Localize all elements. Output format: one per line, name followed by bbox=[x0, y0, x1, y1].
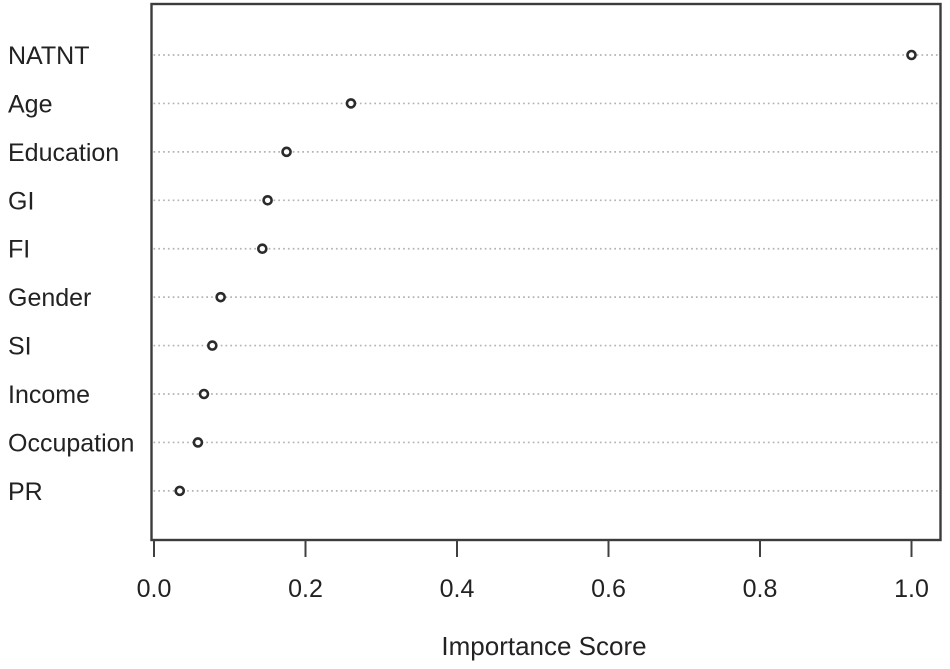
category-label: Education bbox=[8, 139, 119, 167]
data-point bbox=[192, 437, 204, 448]
x-axis-tick-label: 1.0 bbox=[894, 575, 929, 603]
plot-border bbox=[150, 2, 942, 542]
category-label: FI bbox=[8, 236, 30, 264]
grid-layer bbox=[153, 54, 939, 492]
data-point bbox=[174, 485, 186, 497]
category-label: GI bbox=[8, 187, 34, 215]
x-axis-tick-label: 0.8 bbox=[743, 575, 778, 603]
data-point bbox=[906, 49, 917, 61]
data-point bbox=[345, 98, 357, 109]
x-axis-tick-label: 0.2 bbox=[288, 575, 323, 603]
category-label: Income bbox=[8, 381, 90, 409]
x-axis-tick-label: 0.6 bbox=[591, 575, 626, 603]
category-label-layer: NATNT Age Education GI FI Gender SI Income Occup… bbox=[8, 42, 134, 506]
data-point bbox=[281, 146, 292, 158]
category-label: Gender bbox=[8, 284, 91, 312]
x-axis-tick-label: 0.4 bbox=[440, 575, 475, 603]
category-label: Age bbox=[8, 90, 52, 118]
data-point bbox=[215, 291, 226, 303]
category-label: SI bbox=[8, 333, 32, 361]
x-axis-tick-layer: 0.0 0.2 0.4 0.6 0.8 1.0 bbox=[137, 540, 929, 603]
data-point bbox=[262, 194, 273, 206]
category-label: Occupation bbox=[8, 429, 134, 457]
data-point-layer bbox=[174, 49, 917, 497]
category-label: NATNT bbox=[8, 42, 89, 70]
x-axis-title: Importance Score bbox=[441, 631, 646, 661]
x-axis-tick-label: 0.0 bbox=[137, 575, 172, 603]
data-point bbox=[207, 340, 218, 351]
data-point bbox=[198, 388, 210, 400]
category-label: PR bbox=[8, 478, 43, 506]
data-point bbox=[257, 243, 268, 255]
